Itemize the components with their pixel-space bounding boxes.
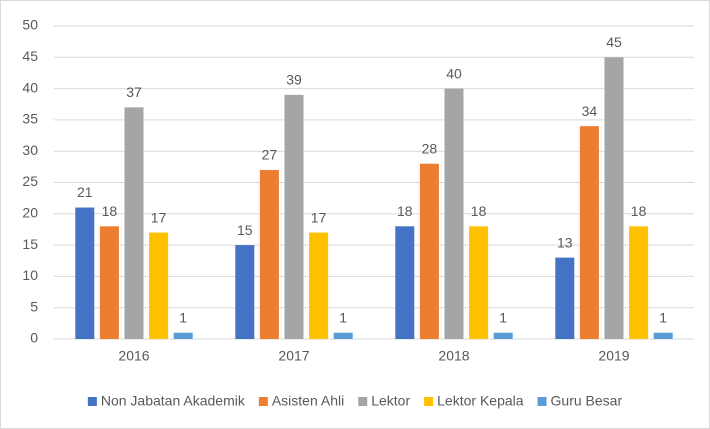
bar — [259, 169, 279, 339]
data-label: 21 — [77, 184, 93, 200]
data-label: 13 — [557, 234, 573, 250]
y-tick-label: 25 — [22, 173, 38, 189]
data-label: 34 — [582, 103, 598, 119]
bar — [309, 232, 329, 339]
bar — [493, 332, 513, 339]
data-label: 37 — [126, 84, 142, 100]
data-label: 45 — [606, 34, 622, 50]
data-label: 1 — [499, 309, 507, 325]
data-label: 40 — [446, 65, 462, 81]
bar — [555, 257, 575, 339]
bar — [604, 57, 624, 340]
data-label: 18 — [397, 203, 413, 219]
legend-swatch — [358, 397, 368, 406]
y-tick-label: 30 — [22, 142, 38, 158]
bar — [579, 126, 599, 339]
bar — [149, 232, 169, 339]
x-tick-label: 2016 — [118, 348, 149, 364]
bar — [333, 332, 353, 339]
legend-label: Asisten Ahli — [272, 393, 344, 409]
data-label: 1 — [179, 309, 187, 325]
data-label: 18 — [102, 203, 118, 219]
bar — [284, 94, 304, 339]
data-label: 39 — [286, 72, 302, 88]
data-label: 17 — [311, 209, 327, 225]
data-label: 18 — [631, 203, 647, 219]
bar — [173, 332, 193, 339]
y-tick-label: 40 — [22, 79, 38, 95]
data-label: 28 — [422, 140, 438, 156]
bar — [395, 226, 415, 339]
x-tick-label: 2017 — [278, 348, 309, 364]
legend-swatch — [424, 397, 434, 406]
y-tick-label: 5 — [30, 298, 38, 314]
y-tick-label: 15 — [22, 236, 38, 252]
data-label: 1 — [659, 309, 667, 325]
bar — [419, 163, 439, 339]
legend-label: Guru Besar — [551, 393, 623, 409]
y-tick-label: 50 — [22, 17, 38, 33]
x-tick-label: 2019 — [598, 348, 629, 364]
legend-swatch — [537, 397, 547, 406]
bar — [444, 88, 464, 339]
data-label: 27 — [262, 147, 278, 163]
legend-label: Non Jabatan Akademik — [101, 393, 246, 409]
y-tick-label: 0 — [30, 330, 38, 346]
data-label: 15 — [237, 222, 253, 238]
y-tick-label: 10 — [22, 267, 38, 283]
bar — [653, 332, 673, 339]
data-label: 17 — [151, 209, 167, 225]
data-label: 18 — [471, 203, 487, 219]
legend-swatch — [87, 397, 97, 406]
bar — [629, 226, 649, 339]
y-tick-label: 20 — [22, 205, 38, 221]
bar — [469, 226, 489, 339]
x-tick-label: 2018 — [438, 348, 469, 364]
data-label: 1 — [339, 309, 347, 325]
legend-label: Lektor — [371, 393, 410, 409]
bar — [75, 207, 95, 339]
y-tick-label: 45 — [22, 48, 38, 64]
legend-swatch — [258, 397, 268, 406]
bar — [99, 226, 119, 339]
bar — [124, 107, 144, 339]
legend-label: Lektor Kepala — [437, 393, 524, 409]
bar — [235, 245, 255, 339]
y-tick-label: 35 — [22, 111, 38, 127]
